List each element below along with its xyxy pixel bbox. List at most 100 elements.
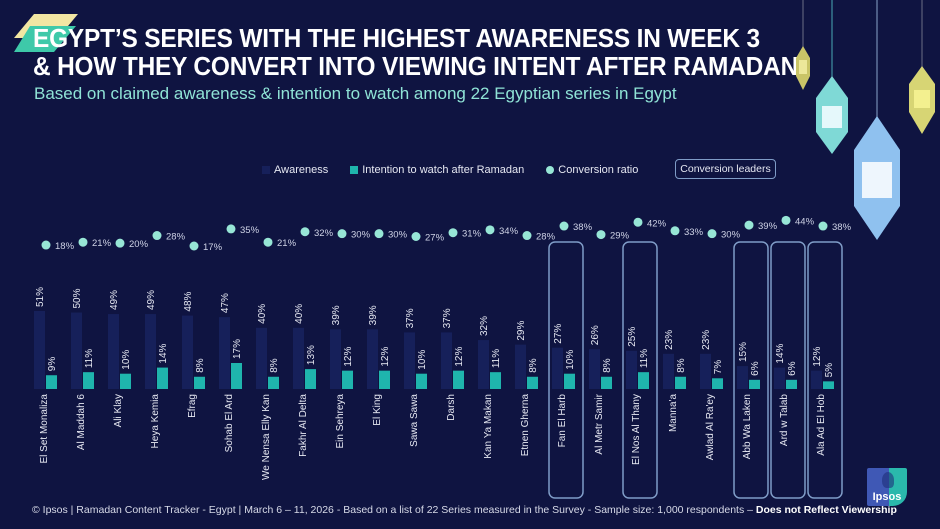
conversion-value-label: 29%: [610, 231, 630, 242]
category-label: Al Maddah 6: [76, 394, 87, 451]
awareness-value-label: 27%: [553, 324, 564, 344]
conversion-dot: [781, 215, 791, 225]
footer-disclaimer: Does not Reflect Viewership: [755, 504, 897, 516]
conversion-dot: [633, 217, 643, 227]
intention-bar: [453, 370, 464, 389]
intention-value-label: 17%: [232, 339, 243, 359]
intention-bar: [342, 370, 353, 389]
conversion-value-label: 30%: [388, 230, 408, 241]
intention-bar: [749, 379, 760, 389]
awareness-value-label: 37%: [405, 308, 416, 328]
category-label: Etnen Gherna: [520, 394, 531, 457]
awareness-bar: [330, 329, 341, 389]
intention-value-label: 11%: [84, 349, 95, 368]
awareness-bar: [552, 347, 563, 389]
awareness-value-label: 40%: [294, 304, 305, 324]
awareness-bar: [774, 367, 785, 389]
awareness-value-label: 47%: [220, 293, 231, 313]
legend-item-intention: Intention to watch after Ramadan: [350, 164, 524, 176]
intention-swatch-icon: [350, 166, 359, 174]
conversion-leaders-badge: Conversion leaders: [675, 159, 776, 179]
conversion-dot: [374, 229, 384, 239]
awareness-bar: [404, 332, 415, 389]
category-label: Fan El Harb: [557, 394, 568, 448]
category-label: Ard w Talab: [779, 394, 790, 447]
decorative-stripes-icon: [14, 14, 78, 52]
awareness-value-label: 39%: [368, 305, 379, 325]
awareness-bar: [71, 312, 82, 389]
legend-label-awareness: Awareness: [274, 164, 329, 176]
legend-label-intention: Intention to watch after Ramadan: [362, 164, 525, 176]
conversion-leader-box: [770, 241, 806, 499]
logo-head-icon: [882, 472, 894, 488]
conversion-dot: [41, 240, 51, 250]
chart-legend: Awareness Intention to watch after Ramad…: [262, 160, 638, 180]
conversion-value-label: 44%: [795, 216, 815, 227]
intention-bar: [823, 381, 834, 389]
awareness-value-label: 50%: [72, 288, 83, 308]
intention-value-label: 13%: [306, 345, 317, 365]
awareness-value-label: 25%: [627, 327, 638, 347]
intention-value-label: 8%: [269, 358, 280, 373]
intention-bar: [120, 373, 131, 389]
legend-item-conversion: Conversion ratio: [546, 164, 638, 176]
intention-value-label: 8%: [676, 358, 687, 373]
category-label: El Set Monaliza: [39, 394, 50, 464]
intention-value-label: 12%: [380, 347, 391, 367]
intention-value-label: 10%: [565, 350, 576, 370]
intention-bar: [527, 376, 538, 389]
category-label: El Nos Al Thany: [631, 394, 642, 465]
awareness-bar: [737, 366, 748, 389]
awareness-value-label: 37%: [442, 308, 453, 328]
lantern-icon: [816, 0, 848, 154]
intention-bar: [305, 369, 316, 389]
awareness-value-label: 48%: [183, 291, 194, 311]
awareness-bar: [478, 340, 489, 389]
conversion-value-label: 42%: [647, 218, 667, 229]
awareness-bar: [367, 329, 378, 389]
logo-text: Ipsos: [872, 491, 902, 503]
conversion-value-label: 28%: [166, 232, 186, 243]
category-label: Al Metr Samir: [594, 393, 605, 454]
conversion-value-label: 20%: [129, 239, 149, 250]
conversion-dot: [78, 237, 88, 247]
intention-value-label: 8%: [602, 358, 613, 373]
category-label: We Nensa Elly Kan: [261, 394, 272, 480]
page-title: EGYPT’S SERIES WITH THE HIGHEST AWARENES…: [33, 23, 799, 81]
conversion-dot: [596, 230, 606, 240]
footer-source: © Ipsos | Ramadan Content Tracker - Egyp…: [32, 504, 756, 516]
conversion-dot: [152, 231, 162, 241]
intention-bar: [601, 376, 612, 389]
category-label: Sohab El Ard: [224, 394, 235, 452]
intention-value-label: 11%: [491, 349, 502, 368]
awareness-value-label: 12%: [812, 347, 823, 367]
lantern-icon: [854, 0, 900, 240]
conversion-leader-box: [807, 241, 843, 499]
awareness-bar: [515, 344, 526, 389]
conversion-dot: [818, 221, 828, 231]
intention-value-label: 10%: [121, 350, 132, 370]
conversion-dot: [522, 231, 532, 241]
intention-bar: [83, 372, 94, 389]
awareness-bar: [219, 317, 230, 389]
conversion-dot: [189, 241, 199, 251]
category-label: Manna'a: [668, 394, 679, 432]
category-label: Efrag: [187, 394, 198, 418]
awareness-swatch-icon: [262, 166, 270, 174]
conversion-dot: [448, 228, 458, 238]
lantern-icon: [796, 0, 810, 90]
intention-value-label: 5%: [824, 363, 835, 378]
category-label: Ala Ad El Hob: [816, 394, 827, 456]
intention-value-label: 6%: [750, 361, 761, 376]
intention-bar: [268, 376, 279, 389]
awareness-value-label: 26%: [590, 325, 601, 345]
intention-bar: [379, 370, 390, 389]
awareness-bar: [293, 327, 304, 389]
conversion-value-label: 38%: [832, 222, 852, 233]
intention-bar: [157, 367, 168, 389]
awareness-bar: [811, 370, 822, 389]
footer-note: © Ipsos | Ramadan Content Tracker - Egyp…: [32, 504, 897, 516]
category-label: Sawa Sawa: [409, 394, 420, 447]
awareness-bar: [34, 311, 45, 389]
conversion-dot-icon: [546, 166, 555, 174]
